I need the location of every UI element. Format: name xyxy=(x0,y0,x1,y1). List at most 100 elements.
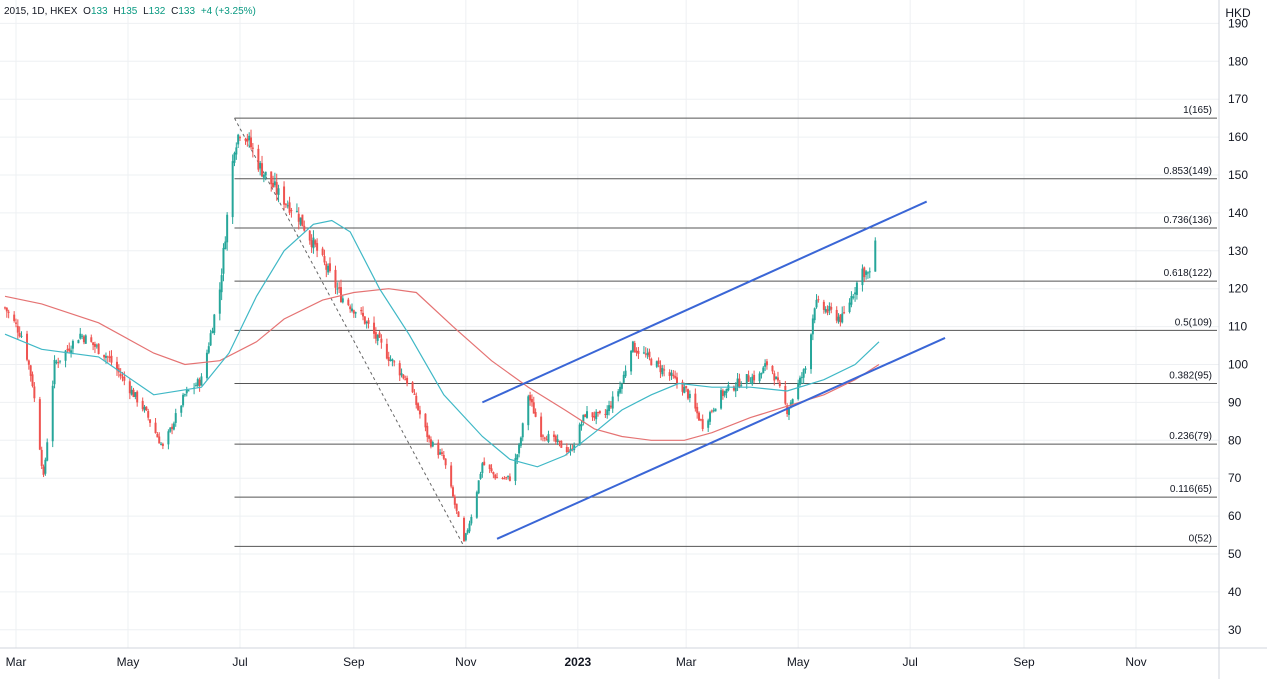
candle-body xyxy=(442,455,445,459)
candle-body xyxy=(582,414,585,423)
candle-body xyxy=(18,332,21,337)
candle-body xyxy=(301,214,304,227)
candle-body xyxy=(776,377,779,381)
candle-body xyxy=(453,496,456,505)
candle-body xyxy=(824,308,827,312)
candle-body xyxy=(160,443,163,445)
candle-body xyxy=(33,386,36,399)
candle-body xyxy=(606,409,609,416)
candle-body xyxy=(481,463,484,474)
candle-body xyxy=(387,357,390,362)
candle-body xyxy=(349,306,352,310)
candle-body xyxy=(597,411,600,413)
candle-body xyxy=(106,356,109,358)
candle-body xyxy=(837,316,840,322)
candle-body xyxy=(477,480,480,494)
candle-body xyxy=(81,335,84,337)
candle-body xyxy=(251,147,254,149)
candle-body xyxy=(321,248,324,255)
candle-body xyxy=(385,343,388,359)
candle-body xyxy=(547,434,550,443)
candle-body xyxy=(363,316,366,324)
candle-body xyxy=(347,299,350,305)
candle-body xyxy=(38,399,41,450)
candle-body xyxy=(519,437,522,446)
candle-body xyxy=(352,310,355,314)
candle-body xyxy=(64,350,67,361)
candle-body xyxy=(161,443,164,446)
candle-body xyxy=(44,459,47,474)
channel-line-lower[interactable] xyxy=(496,337,946,540)
candle-body xyxy=(171,426,174,430)
candle-body xyxy=(496,477,499,479)
candle-body xyxy=(299,217,302,225)
candle-body xyxy=(439,452,442,455)
candle-body xyxy=(683,386,686,394)
candle-body xyxy=(810,334,813,370)
candle-body xyxy=(751,376,754,385)
candle-body xyxy=(400,373,403,376)
moving-average-slow xyxy=(4,288,880,441)
channel-line-upper[interactable] xyxy=(481,200,928,404)
candle-body xyxy=(532,402,535,414)
candle-body xyxy=(852,296,855,298)
candle-body xyxy=(617,391,620,397)
candle-body xyxy=(466,530,469,533)
candle-body xyxy=(541,435,544,437)
candle-body xyxy=(663,369,666,371)
y-tick-label: 180 xyxy=(1228,54,1248,68)
candle-body xyxy=(633,342,636,353)
candle-body xyxy=(295,210,298,212)
candle-body xyxy=(262,174,265,178)
candle-body xyxy=(404,379,407,381)
candle-body xyxy=(103,354,106,358)
candle-body xyxy=(338,287,341,289)
candle-body xyxy=(244,138,247,141)
candle-body xyxy=(134,392,137,397)
candle-body xyxy=(696,406,699,414)
candle-body xyxy=(351,308,353,312)
candle-body xyxy=(725,388,728,393)
candle-body xyxy=(417,403,420,410)
candle-body xyxy=(646,352,649,356)
candle-body xyxy=(413,393,416,395)
candle-body xyxy=(619,386,622,393)
fibonacci-retracement[interactable]: 1(165) 0.853(149) 0.736(136) 0.618(122) 0.5(… xyxy=(234,105,1217,547)
candle-body xyxy=(259,162,262,169)
candle-body xyxy=(226,214,229,243)
candle-body xyxy=(760,372,763,375)
candle-body xyxy=(194,385,197,387)
candle-body xyxy=(861,268,864,286)
candle-body xyxy=(275,182,278,195)
candle-body xyxy=(455,503,458,511)
candle-body xyxy=(855,282,858,295)
fib-trend-line[interactable] xyxy=(234,117,465,547)
candle-body xyxy=(709,412,712,422)
candle-body xyxy=(303,225,306,231)
candle-body xyxy=(866,272,869,274)
high-value: 135 xyxy=(120,6,138,17)
candle-body xyxy=(132,389,135,397)
candle-body xyxy=(362,312,365,317)
candle-body xyxy=(694,393,697,409)
y-tick-label: 90 xyxy=(1228,395,1242,409)
y-tick-label: 70 xyxy=(1228,471,1242,485)
candle-body xyxy=(172,423,175,430)
trend-channel[interactable] xyxy=(481,200,946,540)
candle-body xyxy=(220,275,223,293)
candle-body xyxy=(685,385,688,389)
candle-body xyxy=(158,436,161,444)
candle-body xyxy=(211,330,214,334)
candle-body xyxy=(558,440,561,442)
y-tick-label: 30 xyxy=(1228,623,1242,637)
candle-body xyxy=(540,416,543,438)
candle-body xyxy=(778,382,781,386)
y-tick-label: 190 xyxy=(1228,16,1248,30)
candle-body xyxy=(530,398,533,403)
candle-body xyxy=(749,382,752,384)
candle-body xyxy=(424,413,427,428)
candle-body xyxy=(573,445,576,451)
